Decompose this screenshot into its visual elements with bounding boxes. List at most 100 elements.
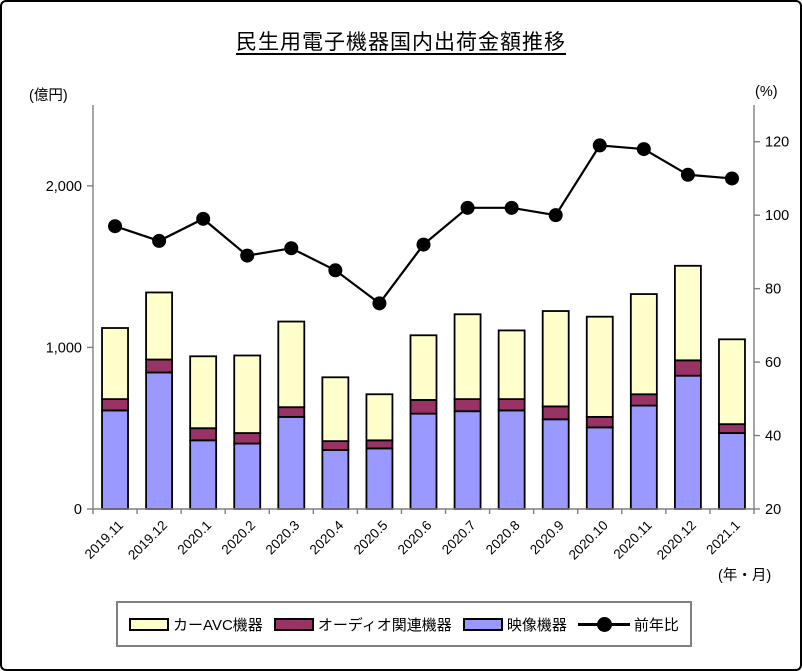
yoy-line-point: [284, 241, 299, 256]
yoy-line: [114, 144, 733, 305]
x-category-label: 2020.12: [654, 518, 699, 563]
x-category-label: 2020.1: [174, 518, 214, 558]
legend-label-yoy-ratio: 前年比: [633, 616, 679, 634]
bar-segment-audio-related: [233, 432, 262, 445]
bar-segment-video-equipment: [145, 371, 174, 510]
bar-segment-audio-related: [497, 398, 526, 412]
bar-segment-video-equipment: [541, 418, 570, 510]
bar-segment-car-avc: [233, 354, 262, 434]
x-category-label: 2019.11: [82, 518, 126, 562]
yoy-line-point: [592, 138, 607, 153]
bar-segment-car-avc: [321, 376, 350, 443]
legend-label-car-avc: カーAVC機器: [173, 616, 263, 634]
bar-segment-car-avc: [365, 393, 394, 442]
bar-segment-video-equipment: [365, 447, 394, 510]
left-axis-tick-label: 1,000: [46, 340, 82, 356]
bar-segment-audio-related: [189, 427, 218, 442]
legend-item-yoy-ratio: 前年比: [577, 614, 679, 635]
x-category-label: 2020.11: [611, 518, 655, 562]
yoy-line-point: [240, 248, 255, 263]
x-category-label: 2020.9: [527, 518, 567, 558]
yoy-line-point: [548, 208, 563, 223]
bar-segment-audio-related: [321, 440, 350, 451]
legend-item-car-avc: カーAVC機器: [129, 614, 263, 635]
x-category-label: 2020.2: [219, 518, 259, 558]
bar-segment-video-equipment: [629, 404, 658, 510]
bar-segment-video-equipment: [233, 442, 262, 510]
bar-segment-car-avc: [189, 355, 218, 430]
bar-segment-car-avc: [674, 264, 702, 362]
legend-label-audio-related: オーディオ関連機器: [317, 616, 452, 634]
bar-segment-video-equipment: [189, 439, 218, 510]
legend-item-audio-related: オーディオ関連機器: [273, 614, 452, 635]
bar-segment-car-avc: [101, 327, 129, 401]
bar-segment-car-avc: [718, 338, 746, 426]
bar-segment-car-avc: [629, 293, 658, 396]
legend-swatch-audio-related: [273, 617, 314, 631]
bar-segment-audio-related: [541, 405, 570, 421]
bar-segment-video-equipment: [453, 410, 482, 510]
bar-segment-audio-related: [453, 398, 482, 413]
legend-item-video-equipment: 映像機器: [462, 614, 567, 635]
yoy-line-point: [196, 211, 211, 226]
bar-segment-audio-related: [585, 415, 614, 429]
chart-title: 民生用電子機器国内出荷金額推移: [236, 31, 566, 54]
bar-segment-video-equipment: [409, 412, 438, 510]
yoy-line-point: [636, 142, 651, 157]
yoy-line-point: [328, 263, 343, 278]
bar-segment-video-equipment: [585, 426, 614, 510]
yoy-line-point: [108, 219, 123, 234]
bar-segment-car-avc: [453, 313, 482, 401]
bar-segment-video-equipment: [718, 432, 746, 510]
x-category-label: 2021.1: [703, 518, 743, 558]
yoy-line-point: [680, 167, 695, 182]
bar-segment-audio-related: [718, 423, 746, 434]
x-category-label: 2020.10: [566, 518, 611, 563]
left-axis-tick-label: 0: [74, 502, 82, 518]
right-axis-tick-label: 100: [765, 208, 789, 224]
legend-box: カーAVC機器 オーディオ関連機器 映像機器 前年比: [116, 601, 692, 647]
bar-segment-video-equipment: [277, 415, 306, 510]
yoy-line-point: [152, 233, 167, 248]
bar-segment-car-avc: [585, 315, 614, 418]
bar-segment-audio-related: [629, 393, 658, 407]
yoy-line-point: [372, 296, 387, 311]
legend-swatch-video-equipment: [462, 617, 503, 631]
bar-segment-audio-related: [145, 358, 174, 374]
x-axis-unit-label: (年・月): [718, 568, 772, 584]
x-category-label: 2020.7: [439, 518, 479, 558]
left-axis-unit-label: (億円): [29, 88, 68, 104]
bar-segment-audio-related: [277, 406, 306, 418]
x-category-label: 2019.12: [125, 518, 170, 563]
x-category-label: 2020.3: [263, 518, 303, 558]
yoy-line-point: [460, 200, 475, 215]
left-axis-tick-label: 2,000: [46, 179, 82, 195]
bar-segment-audio-related: [674, 359, 702, 377]
bar-segment-audio-related: [365, 439, 394, 450]
x-category-label: 2020.8: [483, 518, 523, 558]
bar-segment-car-avc: [145, 291, 174, 361]
bar-segment-car-avc: [409, 334, 438, 401]
legend-label-video-equipment: 映像機器: [506, 616, 567, 634]
bar-segment-car-avc: [277, 320, 306, 409]
right-axis-tick-label: 60: [765, 355, 781, 371]
yoy-line-point: [504, 200, 519, 215]
bar-segment-car-avc: [541, 310, 570, 408]
yoy-line-point: [724, 171, 739, 186]
bar-segment-audio-related: [101, 398, 129, 412]
right-axis-tick-label: 20: [765, 502, 781, 518]
bar-segment-car-avc: [497, 329, 526, 401]
bar-segment-video-equipment: [321, 449, 350, 510]
bar-segment-audio-related: [409, 399, 438, 415]
bar-segment-video-equipment: [497, 409, 526, 510]
bar-segment-video-equipment: [674, 374, 702, 510]
x-category-label: 2020.6: [395, 518, 435, 558]
legend-line-marker-icon: [577, 616, 630, 632]
legend-swatch-car-avc: [129, 617, 170, 631]
x-category-label: 2020.4: [307, 517, 347, 557]
yoy-line-point: [416, 237, 431, 252]
x-category-label: 2020.5: [351, 518, 391, 558]
right-axis-unit-label: (%): [755, 84, 778, 100]
right-axis-tick-label: 40: [765, 429, 781, 445]
